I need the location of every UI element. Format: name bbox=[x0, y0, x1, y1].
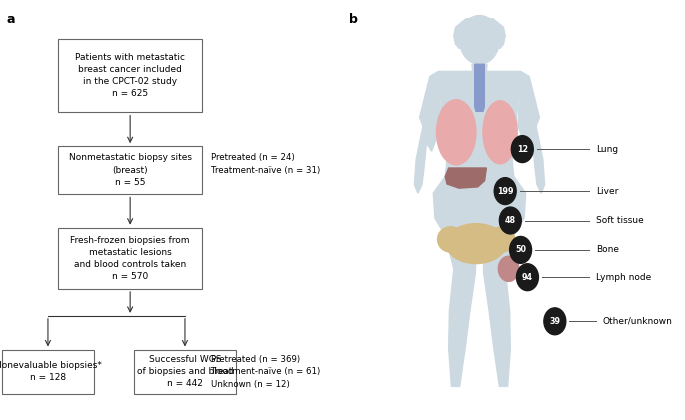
Ellipse shape bbox=[446, 223, 506, 264]
Text: Lymph node: Lymph node bbox=[596, 273, 651, 282]
Polygon shape bbox=[472, 64, 487, 71]
Polygon shape bbox=[483, 235, 514, 386]
Circle shape bbox=[511, 136, 533, 163]
Polygon shape bbox=[475, 64, 484, 111]
Polygon shape bbox=[445, 235, 476, 386]
Circle shape bbox=[460, 16, 499, 64]
Polygon shape bbox=[533, 126, 545, 193]
Circle shape bbox=[544, 308, 566, 335]
Text: Successful WGS
of biopsies and blood
n = 442: Successful WGS of biopsies and blood n =… bbox=[136, 355, 234, 388]
Circle shape bbox=[510, 236, 532, 263]
Text: Bone: Bone bbox=[596, 245, 619, 255]
Text: Liver: Liver bbox=[596, 186, 619, 196]
Polygon shape bbox=[433, 176, 525, 235]
Circle shape bbox=[516, 264, 538, 291]
Ellipse shape bbox=[489, 227, 514, 252]
Polygon shape bbox=[445, 168, 486, 188]
Text: Other/unknown: Other/unknown bbox=[603, 317, 673, 326]
Text: Fresh-frozen biopsies from
metastatic lesions
and blood controls taken
n = 570: Fresh-frozen biopsies from metastatic le… bbox=[71, 236, 190, 281]
Polygon shape bbox=[518, 71, 540, 151]
FancyBboxPatch shape bbox=[2, 349, 95, 394]
Text: Soft tissue: Soft tissue bbox=[596, 216, 644, 225]
Text: 12: 12 bbox=[516, 144, 528, 154]
Text: Pretreated (n = 369)
Treatment-naïve (n = 61)
Unknown (n = 12): Pretreated (n = 369) Treatment-naïve (n … bbox=[210, 355, 320, 388]
FancyBboxPatch shape bbox=[58, 39, 202, 112]
Ellipse shape bbox=[436, 100, 476, 165]
Polygon shape bbox=[453, 18, 505, 48]
Text: Nonmetastatic biopsy sites
(breast)
n = 55: Nonmetastatic biopsy sites (breast) n = … bbox=[68, 153, 192, 187]
Text: 199: 199 bbox=[497, 186, 514, 196]
Circle shape bbox=[499, 256, 519, 281]
FancyBboxPatch shape bbox=[58, 146, 202, 194]
Text: b: b bbox=[349, 13, 358, 26]
Text: 50: 50 bbox=[515, 245, 526, 255]
FancyBboxPatch shape bbox=[134, 349, 236, 394]
Text: Patients with metastatic
breast cancer included
in the CPCT-02 study
n = 625: Patients with metastatic breast cancer i… bbox=[75, 53, 185, 98]
Text: 48: 48 bbox=[505, 216, 516, 225]
Text: a: a bbox=[7, 13, 15, 26]
Ellipse shape bbox=[483, 101, 517, 164]
Circle shape bbox=[499, 207, 521, 234]
FancyBboxPatch shape bbox=[58, 228, 202, 289]
Circle shape bbox=[495, 178, 516, 205]
Text: Lung: Lung bbox=[596, 144, 618, 154]
Text: Nonevaluable biopsies*
n = 128: Nonevaluable biopsies* n = 128 bbox=[0, 361, 101, 382]
Text: 39: 39 bbox=[549, 317, 560, 326]
Text: Pretreated (n = 24)
Treatment-naïve (n = 31): Pretreated (n = 24) Treatment-naïve (n =… bbox=[210, 153, 320, 175]
Polygon shape bbox=[419, 71, 441, 151]
Polygon shape bbox=[438, 71, 521, 176]
Polygon shape bbox=[414, 126, 426, 193]
Text: 94: 94 bbox=[522, 273, 533, 282]
Ellipse shape bbox=[438, 227, 463, 252]
